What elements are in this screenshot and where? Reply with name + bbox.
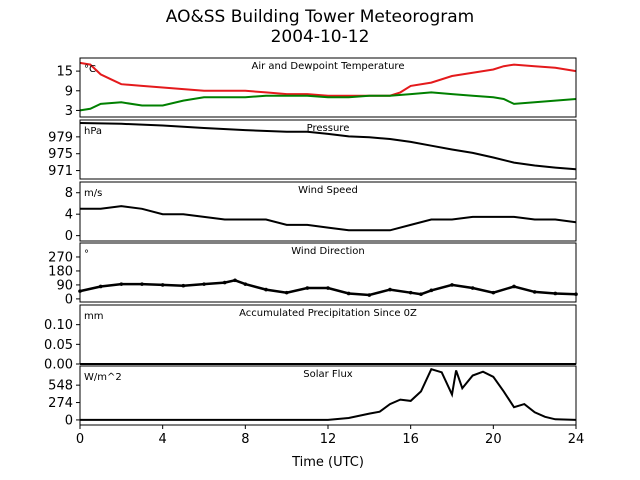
x-tick-label: 16: [402, 432, 419, 447]
chart-date: 2004-10-12: [270, 27, 370, 47]
chart-title: AO&SS Building Tower Meteorogram: [165, 7, 475, 27]
panel-frame: [79, 119, 577, 180]
x-tick-label: 24: [568, 432, 585, 447]
x-tick-label: 4: [159, 432, 167, 447]
y-tick-label: 0.00: [44, 358, 73, 373]
x-tick-label: 12: [320, 432, 337, 447]
panel-4: 0.00 0.05 0.10 Accumulated Precipitation Si…: [44, 304, 577, 373]
series-line-0: [80, 205, 577, 232]
y-tick-label: 4: [65, 208, 73, 223]
panel-title: Pressure: [307, 123, 350, 134]
y-tick-label: 90: [56, 278, 73, 293]
panel-frame: [79, 181, 577, 242]
x-tick-label: 0: [76, 432, 84, 447]
y-tick-label: 15: [56, 65, 73, 80]
series-line-0: [79, 122, 577, 171]
panel-title: Solar Flux: [303, 369, 353, 380]
panel-unit: °C: [84, 64, 96, 75]
y-tick-label: 8: [65, 186, 73, 201]
y-tick-label: 0: [65, 229, 73, 244]
panel-title: Accumulated Precipitation Since 0Z: [239, 308, 417, 319]
panel-2: 0 4 8 Wind Speed m/s: [65, 181, 577, 244]
panel-unit: W/m^2: [84, 372, 122, 383]
panel-frame: [79, 57, 577, 118]
y-tick-label: 180: [48, 264, 73, 279]
y-tick-label: 0.05: [44, 338, 73, 353]
x-tick-label: 20: [485, 432, 502, 447]
panel-unit: m/s: [84, 188, 102, 199]
x-axis: 0 4 8 12 16 20 24: [76, 425, 584, 447]
panel-5: 0 274 548 Solar Flux W/m^2: [48, 365, 577, 428]
y-tick-label: 3: [65, 104, 73, 119]
panel-unit: mm: [84, 311, 103, 322]
x-tick-label: 8: [241, 432, 249, 447]
y-tick-label: 548: [48, 379, 73, 394]
series-line-0: [79, 61, 577, 97]
panel-0: 3 9 15 Air and Dewpoint Temperature °C: [56, 57, 577, 119]
panel-1: 971 975 979 Pressure hPa: [48, 119, 577, 180]
panel-title: Air and Dewpoint Temperature: [252, 61, 405, 72]
y-tick-label: 975: [48, 147, 73, 162]
y-tick-label: 979: [48, 130, 73, 145]
series-line-0: [80, 367, 577, 421]
y-tick-label: 0.10: [44, 318, 73, 333]
series-line-1: [79, 91, 577, 112]
y-tick-label: 0: [65, 292, 73, 307]
y-tick-label: 971: [48, 164, 73, 179]
panel-title: Wind Direction: [291, 246, 365, 257]
panel-frame: [79, 304, 577, 365]
panel-unit: °: [84, 249, 89, 260]
series-line: [79, 278, 577, 297]
panel-unit: hPa: [84, 126, 102, 137]
panel-title: Wind Speed: [298, 185, 358, 196]
y-tick-label: 0: [65, 413, 73, 428]
y-tick-label: 9: [65, 84, 73, 99]
x-axis-label: Time (UTC): [291, 455, 364, 470]
y-tick-label: 274: [48, 396, 73, 411]
y-tick-label: 270: [48, 250, 73, 265]
panel-frame: [79, 242, 577, 303]
